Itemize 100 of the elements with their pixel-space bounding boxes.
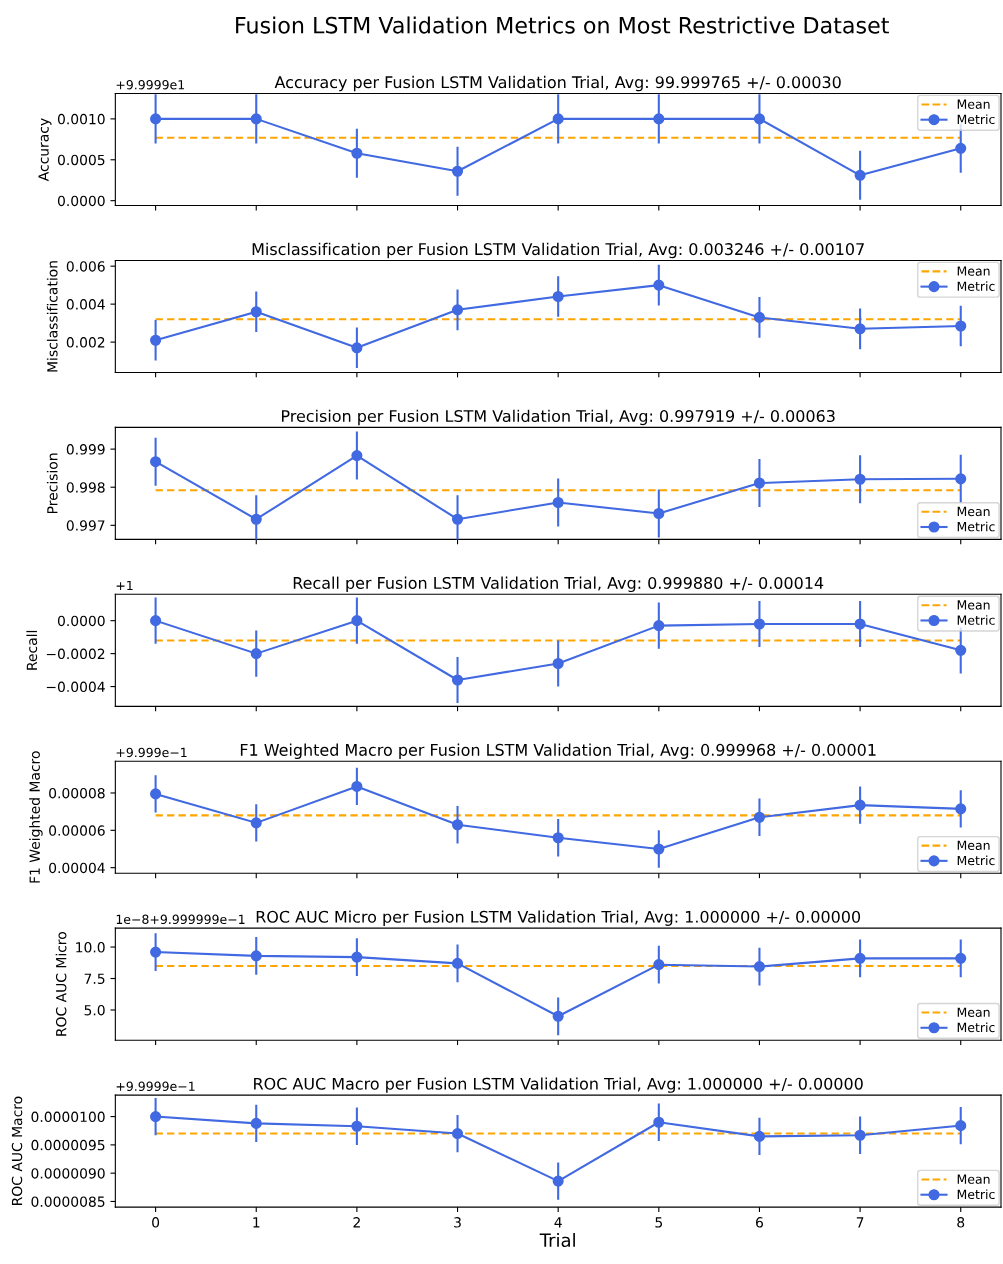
- point: [451, 674, 464, 686]
- chart-title: Accuracy per Fusion LSTM Validation Trial, Avg: 99.999765 +/- 0.00030: [274, 75, 841, 92]
- point: [653, 113, 665, 125]
- point: [351, 951, 363, 963]
- y-tick-label: 0.0000100: [31, 1111, 105, 1123]
- point: [250, 1117, 262, 1129]
- point: [653, 1116, 665, 1128]
- point: [552, 1010, 564, 1022]
- chart-title: ROC AUC Micro per Fusion LSTM Validation Trial, Avg: 1.000000 +/- 0.00000: [256, 910, 861, 926]
- point: [753, 477, 766, 489]
- y-tick-label: 0.997: [66, 520, 105, 531]
- point: [854, 952, 866, 964]
- point: [552, 1175, 564, 1187]
- x-tick-label: 6: [756, 1217, 763, 1228]
- point: [150, 615, 162, 627]
- y-axis-title: Accuracy: [38, 118, 52, 182]
- point: [854, 618, 866, 630]
- x-tick-label: 2: [353, 1217, 360, 1228]
- y-axis-title: ROC AUC Micro: [55, 932, 67, 1036]
- point: [854, 323, 866, 335]
- y-tick-label: 0.00004: [49, 862, 105, 874]
- point: [351, 780, 363, 793]
- y-axis-title: Precision: [46, 453, 58, 514]
- point: [250, 113, 262, 125]
- text: +9.9999e1: [116, 79, 185, 90]
- point: [753, 311, 766, 323]
- point: [451, 165, 464, 177]
- text: +9.999e−1: [116, 747, 187, 758]
- point: [854, 169, 866, 181]
- chart-title: ROC AUC Macro per Fusion LSTM Validation Trial, Avg: 1.000000 +/- 0.00000: [254, 1077, 863, 1093]
- point: [351, 450, 363, 462]
- point: [552, 657, 564, 670]
- point: [150, 113, 162, 125]
- point: [451, 819, 464, 831]
- x-tick-label: 1: [253, 1217, 260, 1228]
- y-tick-label: −0.0004: [46, 681, 105, 693]
- y-tick-label: 0.0000095: [31, 1139, 105, 1151]
- point: [653, 279, 665, 291]
- y-tick-label: 0.0000: [57, 615, 105, 627]
- y-axis-title: ROC AUC Macro: [11, 1096, 23, 1205]
- x-tick-label: 8: [957, 1217, 965, 1228]
- y-tick-label: 0.00008: [49, 787, 105, 799]
- point: [150, 1111, 162, 1123]
- y-tick-label: 0.0000090: [31, 1168, 105, 1179]
- legend-label: Mean: [957, 840, 990, 850]
- point: [250, 513, 262, 525]
- point: [753, 618, 766, 630]
- point: [150, 456, 162, 468]
- x-tick-label: 5: [655, 1217, 663, 1228]
- y-tick-label: 0.0000: [57, 195, 105, 207]
- point: [552, 832, 564, 844]
- point: [753, 961, 766, 973]
- legend-label: Metric: [957, 114, 995, 125]
- x-axis-title: Trial: [539, 1233, 575, 1248]
- y-tick-label: 0.00006: [49, 825, 105, 836]
- point: [955, 952, 967, 964]
- y-tick-label: 0.0010: [57, 113, 105, 125]
- legend-label: Metric: [957, 1022, 995, 1033]
- text: Fusion LSTM Validation Metrics on Most Restrictive Dataset: [236, 16, 889, 34]
- legend-label: Metric: [957, 281, 995, 291]
- legend-label: Metric: [957, 615, 995, 625]
- point: [854, 473, 866, 485]
- legend-label: Mean: [957, 1174, 990, 1184]
- point: [451, 1128, 464, 1140]
- point: [451, 957, 464, 969]
- chart-title: Precision per Fusion LSTM Validation Trial, Avg: 0.997919 +/- 0.00063: [282, 409, 835, 426]
- point: [451, 513, 464, 525]
- x-tick-label: 3: [454, 1217, 461, 1228]
- legend-label: Metric: [957, 1189, 995, 1200]
- point: [955, 320, 967, 332]
- point: [451, 304, 464, 316]
- point: [351, 147, 363, 159]
- point: [653, 620, 665, 632]
- y-axis-title: Misclassification: [46, 261, 58, 372]
- y-tick-label: 0.006: [66, 261, 105, 272]
- y-tick-label: −0.0002: [46, 648, 105, 660]
- point: [955, 142, 967, 154]
- text: +1: [116, 580, 133, 591]
- legend-label: Mean: [957, 266, 990, 276]
- point: [351, 1120, 363, 1132]
- y-tick-label: 5.0: [84, 1004, 105, 1016]
- y-tick-label: 0.0005: [57, 154, 105, 166]
- point: [653, 843, 665, 855]
- chart-title: F1 Weighted Macro per Fusion LSTM Validation Trial, Avg: 0.999968 +/- 0.00001: [240, 743, 876, 759]
- point: [955, 644, 967, 656]
- y-tick-label: 0.002: [66, 337, 105, 348]
- legend-label: Mean: [957, 1007, 990, 1017]
- point: [753, 113, 766, 125]
- text: +9.9999e−1: [116, 1081, 195, 1091]
- point: [955, 473, 967, 485]
- y-axis-title: F1 Weighted Macro: [29, 751, 43, 883]
- point: [653, 959, 665, 971]
- legend-label: Mean: [957, 506, 990, 517]
- point: [552, 290, 564, 303]
- point: [250, 950, 262, 962]
- point: [552, 113, 564, 125]
- point: [854, 799, 866, 811]
- x-tick-label: 7: [856, 1217, 864, 1228]
- legend-label: Mean: [957, 99, 990, 109]
- point: [753, 811, 766, 823]
